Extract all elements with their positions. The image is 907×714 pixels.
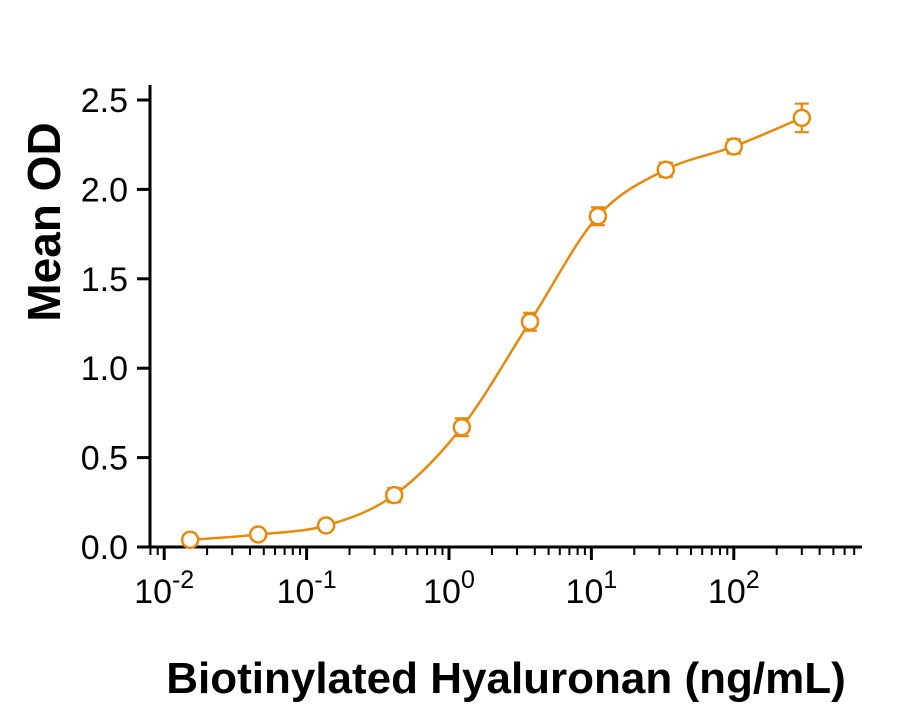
- x-tick-label: 10-1: [277, 566, 337, 611]
- data-point: [384, 485, 404, 505]
- error-bars: [183, 102, 809, 545]
- data-point: [180, 530, 200, 550]
- x-tick-labels: 10-2 10-1 100 101 102: [134, 566, 759, 611]
- x-axis-title: Biotinylated Hyaluronan (ng/mL): [166, 654, 846, 703]
- data-point: [316, 516, 336, 535]
- data-points: [180, 108, 812, 550]
- data-point: [520, 312, 540, 331]
- x-tick-label: 100: [423, 566, 475, 611]
- y-tick-label: 1.0: [81, 350, 128, 388]
- y-tick-label: 1.5: [81, 261, 128, 299]
- x-tick-label: 102: [708, 566, 760, 611]
- data-point: [452, 417, 472, 437]
- y-tick-label: 0.0: [81, 529, 128, 567]
- y-tick-label: 0.5: [81, 440, 128, 478]
- data-point: [248, 525, 268, 544]
- fit-curve: [190, 116, 803, 542]
- x-tick-label: 101: [566, 566, 618, 611]
- data-point: [656, 160, 676, 179]
- x-tick-label: 10-2: [134, 566, 194, 611]
- data-point: [588, 206, 608, 226]
- y-axis-title: Mean OD: [18, 122, 70, 322]
- y-tick-label: 2.0: [81, 171, 128, 209]
- data-point: [724, 137, 744, 156]
- y-tick-label: 2.5: [81, 82, 128, 120]
- data-point: [792, 108, 812, 128]
